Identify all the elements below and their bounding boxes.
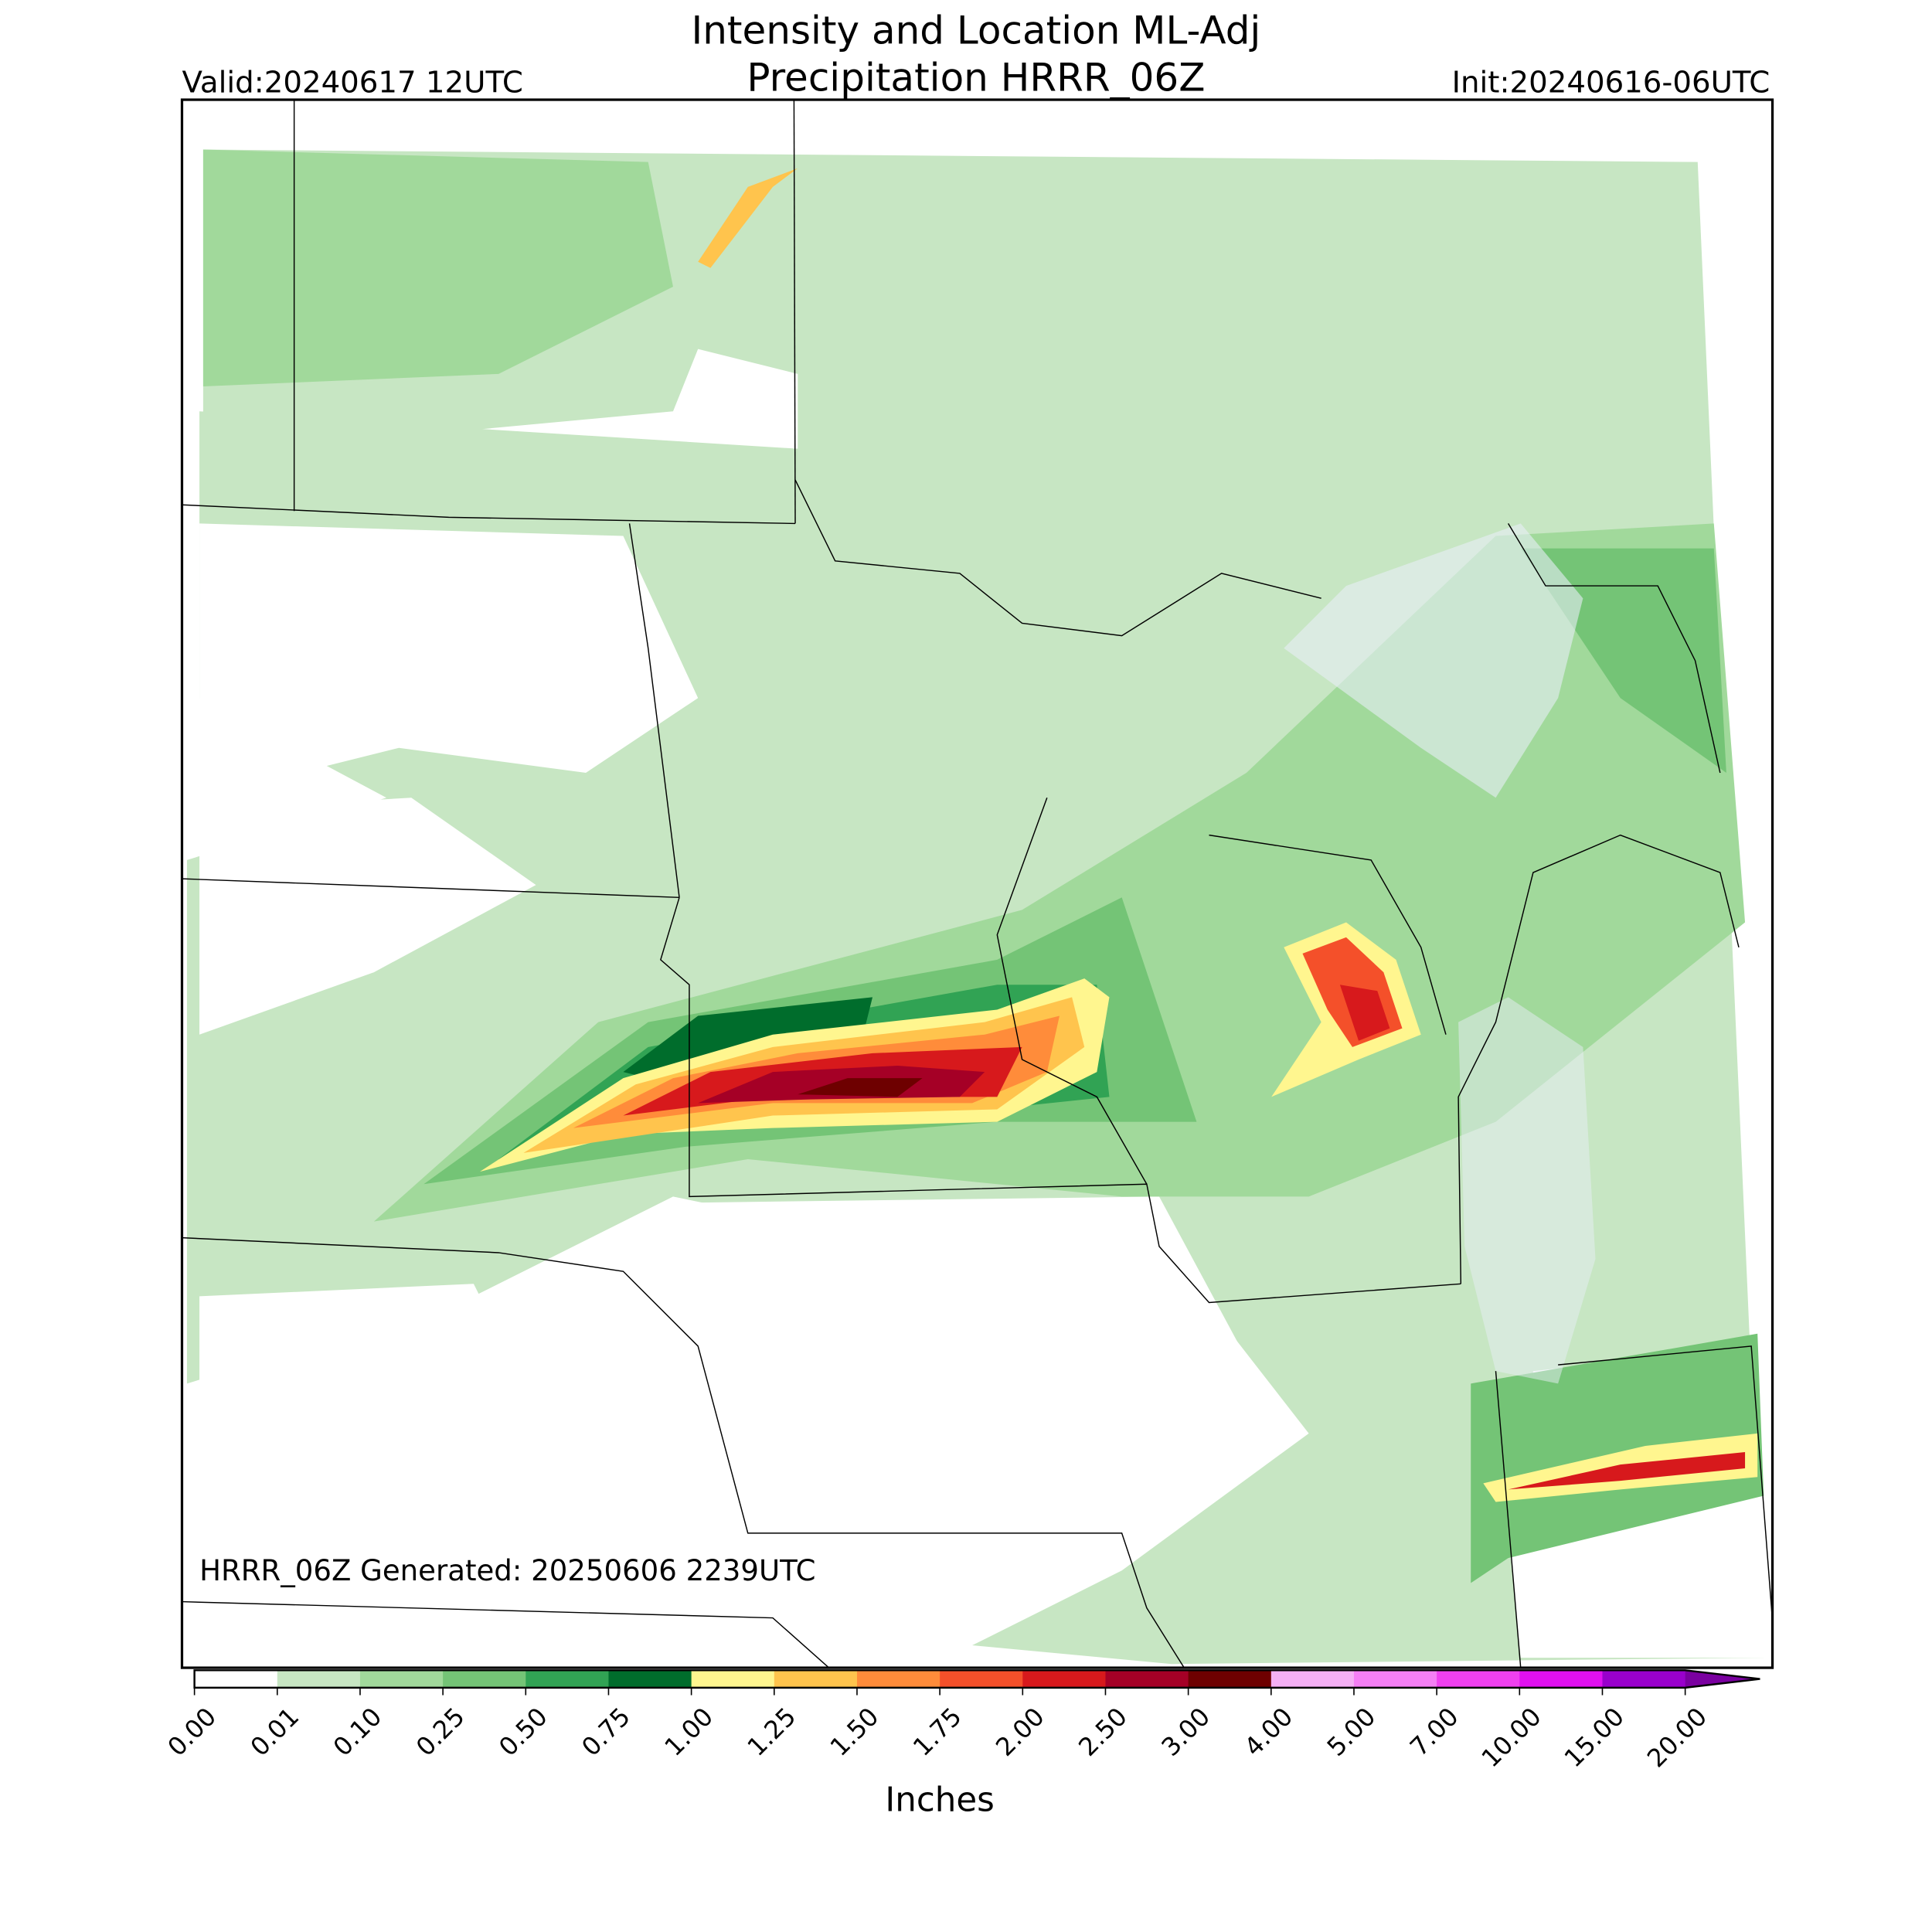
precip-none: [199, 523, 699, 798]
colorbar-tick-label: 0.00: [162, 1702, 222, 1762]
colorbar-extend: [1685, 1670, 1760, 1688]
colorbar-tick-label: 7.00: [1404, 1702, 1464, 1762]
map-frame: [180, 98, 1774, 1669]
lake-michigan: [1458, 997, 1596, 1384]
colorbar-tick-label: 4.00: [1239, 1702, 1299, 1762]
colorbar-tick-label: 2.00: [990, 1702, 1050, 1762]
precip-cell: [1508, 1452, 1746, 1490]
colorbar-tick-label: 1.75: [907, 1702, 968, 1762]
colorbar-segment: [194, 1670, 278, 1688]
colorbar-segment: [277, 1670, 361, 1688]
precip-band: [798, 1078, 923, 1097]
precip-none: [199, 1284, 524, 1471]
colorbar-segment: [940, 1670, 1024, 1688]
title-line-1: Intensity and Location ML-Adj: [691, 8, 1260, 53]
colorbar-tick-label: 5.00: [1321, 1702, 1382, 1762]
colorbar-tick-label: 0.50: [493, 1702, 553, 1762]
colorbar-tick-label: 1.50: [825, 1702, 885, 1762]
colorbar-tick-label: 15.00: [1559, 1702, 1630, 1773]
colorbar-tick-label: 0.25: [410, 1702, 471, 1762]
colorbar-segment: [359, 1670, 444, 1688]
map: [180, 98, 1774, 1669]
precip-cell: [698, 168, 798, 268]
precip-moderate: [202, 149, 673, 386]
lake-superior: [1284, 523, 1583, 798]
colorbar-segment: [1105, 1670, 1189, 1688]
colorbar-segment: [443, 1670, 527, 1688]
generated-note: HRRR_06Z Generated: 20250606 2239UTC: [199, 1554, 815, 1587]
colorbar-segment: [1602, 1670, 1686, 1688]
colorbar-segment: [1270, 1670, 1355, 1688]
colorbar-segment: [1353, 1670, 1437, 1688]
colorbar-tick-label: 0.01: [245, 1702, 305, 1762]
valid-time: Valid:20240617 12UTC: [182, 65, 522, 100]
colorbar-segment: [1519, 1670, 1604, 1688]
boundaries: [182, 100, 1773, 1668]
colorbar-segment: [1188, 1670, 1272, 1688]
colorbar-label: Inches: [885, 1781, 994, 1820]
precip-field: [186, 149, 1768, 1665]
colorbar-segment: [1022, 1670, 1107, 1688]
colorbar-segment: [1437, 1670, 1521, 1688]
precip-none: [199, 798, 536, 1035]
colorbar-tick-label: 0.75: [576, 1702, 636, 1762]
colorbar-tick-label: 3.00: [1156, 1702, 1216, 1762]
colorbar-segment: [774, 1670, 858, 1688]
colorbar-tick-label: 10.00: [1476, 1702, 1547, 1773]
colorbar-tick-label: 2.50: [1073, 1702, 1133, 1762]
precip-none: [679, 1196, 1247, 1608]
title-line-2: Precipitation HRRR_06Z: [747, 56, 1205, 100]
colorbar-tick-label: 1.00: [659, 1702, 719, 1762]
colorbar-segment: [608, 1670, 692, 1688]
colorbar-segment: [691, 1670, 775, 1688]
colorbar-outline: [193, 1669, 1760, 1689]
precip-cell: [1339, 985, 1390, 1041]
init-time: Init:20240616-06UTC: [1452, 65, 1770, 100]
colorbar-tick-label: 20.00: [1641, 1702, 1713, 1773]
colorbar-tick-label: 0.10: [328, 1702, 388, 1762]
colorbar-segment: [526, 1670, 610, 1688]
colorbar-segment: [856, 1670, 940, 1688]
precip-light: [186, 149, 1764, 1665]
colorbar: 0.00 0.01 0.10 0.25 0.50 0.75 1.00 1.25 1.50 1.75…: [162, 1669, 1760, 1773]
colorbar-tick-label: 1.25: [742, 1702, 802, 1762]
